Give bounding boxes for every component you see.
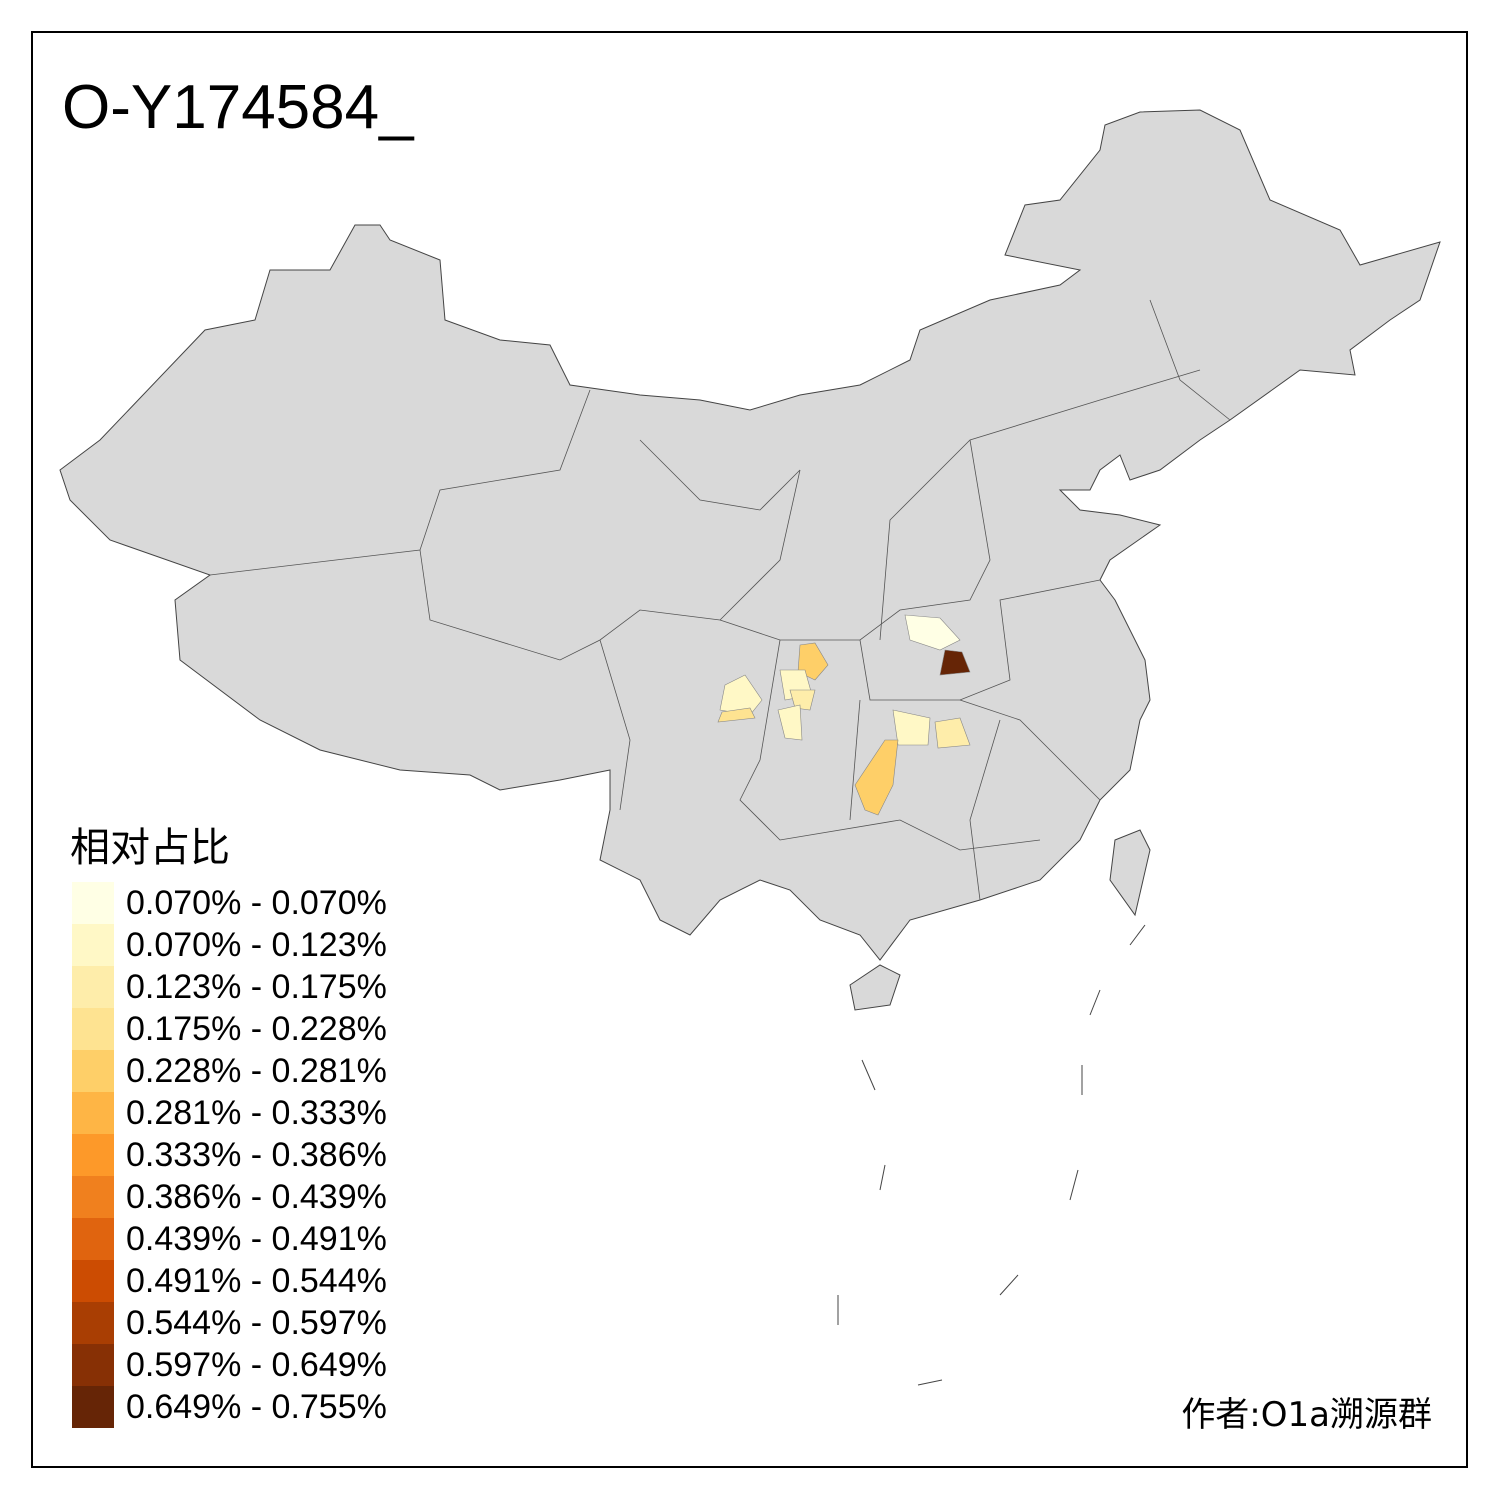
legend-label: 0.228% - 0.281% xyxy=(126,1051,387,1090)
legend-item: 0.123% - 0.175% xyxy=(72,966,387,1008)
china-mainland xyxy=(59,109,1441,961)
legend-item: 0.439% - 0.491% xyxy=(72,1218,387,1260)
legend-swatch xyxy=(72,1302,114,1344)
legend-swatch xyxy=(72,1092,114,1134)
legend: 0.070% - 0.070% 0.070% - 0.123% 0.123% - 0… xyxy=(72,882,387,1428)
region-pale-henan xyxy=(904,614,961,651)
legend-label: 0.649% - 0.755% xyxy=(126,1387,387,1426)
legend-swatch xyxy=(72,924,114,966)
legend-swatch xyxy=(72,1260,114,1302)
legend-item: 0.491% - 0.544% xyxy=(72,1260,387,1302)
hainan xyxy=(849,964,901,1011)
legend-swatch xyxy=(72,882,114,924)
legend-swatch xyxy=(72,1218,114,1260)
legend-item: 0.281% - 0.333% xyxy=(72,1092,387,1134)
region-light-hubei xyxy=(892,709,931,746)
legend-swatch xyxy=(72,966,114,1008)
legend-item: 0.070% - 0.123% xyxy=(72,924,387,966)
legend-item: 0.597% - 0.649% xyxy=(72,1344,387,1386)
legend-swatch xyxy=(72,1176,114,1218)
legend-label: 0.544% - 0.597% xyxy=(126,1303,387,1342)
legend-label: 0.491% - 0.544% xyxy=(126,1261,387,1300)
region-light-west xyxy=(719,674,763,716)
legend-item: 0.649% - 0.755% xyxy=(72,1386,387,1428)
legend-item: 0.228% - 0.281% xyxy=(72,1050,387,1092)
region-light-b xyxy=(789,689,816,711)
region-light-hubei2 xyxy=(934,717,971,749)
plot-frame xyxy=(31,31,1468,1468)
legend-item: 0.175% - 0.228% xyxy=(72,1008,387,1050)
region-darkest xyxy=(939,649,971,676)
legend-label: 0.175% - 0.228% xyxy=(126,1009,387,1048)
south-sea-islands xyxy=(837,924,1146,1386)
legend-item: 0.070% - 0.070% xyxy=(72,882,387,924)
legend-swatch xyxy=(72,1050,114,1092)
legend-label: 0.123% - 0.175% xyxy=(126,967,387,1006)
legend-swatch xyxy=(72,1134,114,1176)
taiwan xyxy=(1109,829,1151,917)
province-borders xyxy=(209,299,1231,901)
legend-label: 0.597% - 0.649% xyxy=(126,1345,387,1384)
legend-title: 相对占比 xyxy=(70,825,230,871)
legend-label: 0.386% - 0.439% xyxy=(126,1177,387,1216)
legend-item: 0.333% - 0.386% xyxy=(72,1134,387,1176)
legend-swatch xyxy=(72,1008,114,1050)
region-light-west2 xyxy=(717,707,756,723)
legend-swatch xyxy=(72,1344,114,1386)
legend-label: 0.070% - 0.070% xyxy=(126,883,387,922)
region-light-c xyxy=(777,704,803,741)
legend-item: 0.544% - 0.597% xyxy=(72,1302,387,1344)
map-title: O-Y174584_ xyxy=(62,73,414,142)
region-orange-strip xyxy=(854,739,899,816)
legend-label: 0.333% - 0.386% xyxy=(126,1135,387,1174)
legend-label: 0.281% - 0.333% xyxy=(126,1093,387,1132)
legend-item: 0.386% - 0.439% xyxy=(72,1176,387,1218)
author-credit: 作者:O1a溯源群 xyxy=(1181,1395,1432,1435)
legend-label: 0.070% - 0.123% xyxy=(126,925,387,964)
legend-swatch xyxy=(72,1386,114,1428)
legend-label: 0.439% - 0.491% xyxy=(126,1219,387,1258)
highlighted-regions xyxy=(717,614,971,816)
